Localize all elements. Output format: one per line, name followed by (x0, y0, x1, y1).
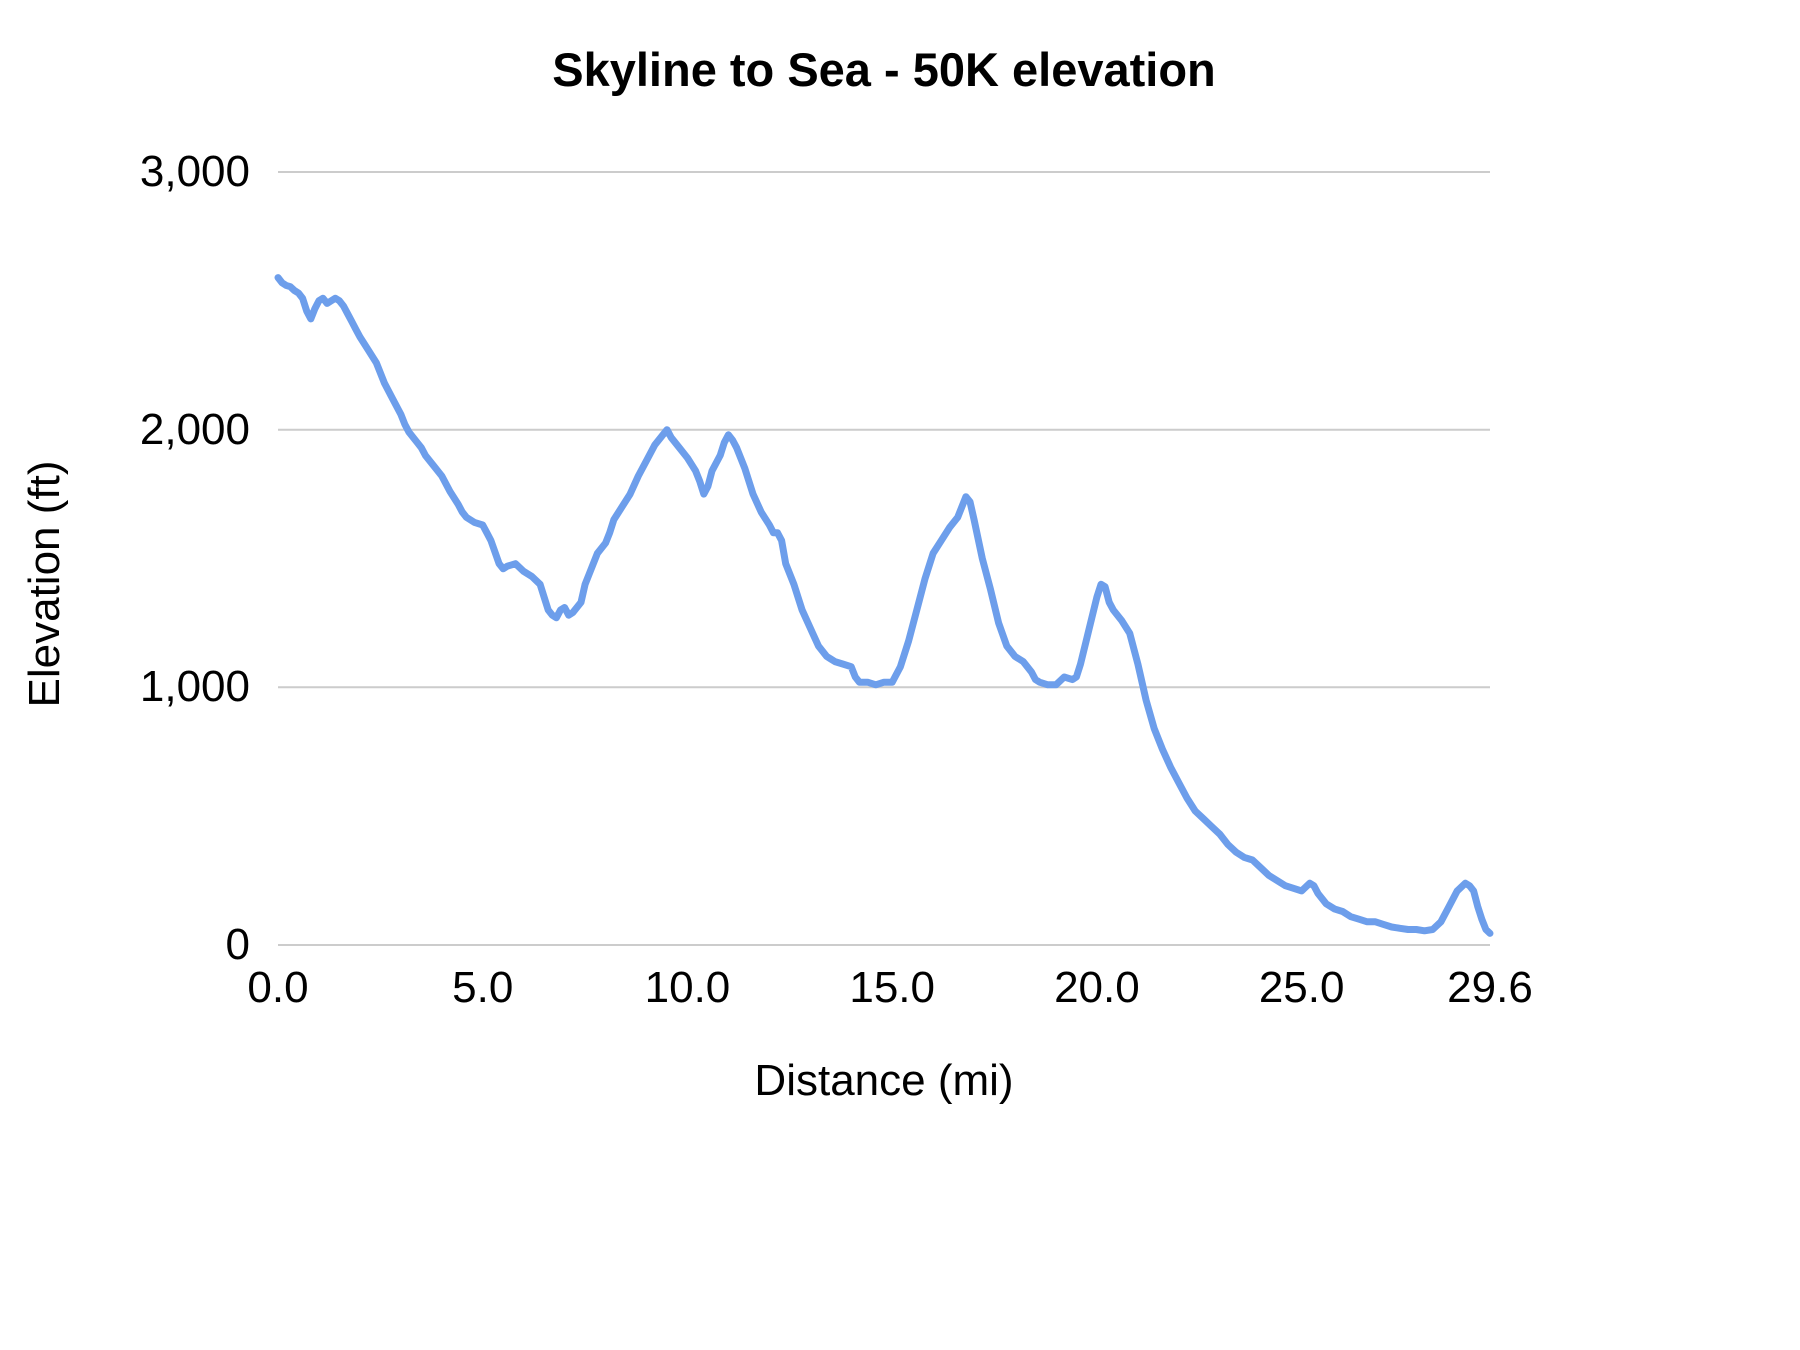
elevation-line (274, 274, 1494, 937)
x-tick-label: 25.0 (1258, 963, 1345, 1012)
chart-title: Skyline to Sea - 50K elevation (552, 43, 1216, 96)
x-tick-label: 0.0 (247, 963, 309, 1012)
y-tick-label: 0 (225, 920, 250, 969)
x-tick-label: 20.0 (1054, 963, 1140, 1012)
y-tick-label: 3,000 (139, 147, 250, 196)
x-tick-label: 15.0 (849, 963, 935, 1012)
y-tick-label: 2,000 (139, 404, 250, 454)
x-axis-title: Distance (mi) (754, 1056, 1014, 1105)
x-tick-label: 10.0 (644, 963, 731, 1012)
x-tick-label: 29.6 (1447, 963, 1533, 1012)
x-tick-label: 5.0 (452, 963, 514, 1012)
y-tick-label: 1,000 (139, 662, 250, 712)
